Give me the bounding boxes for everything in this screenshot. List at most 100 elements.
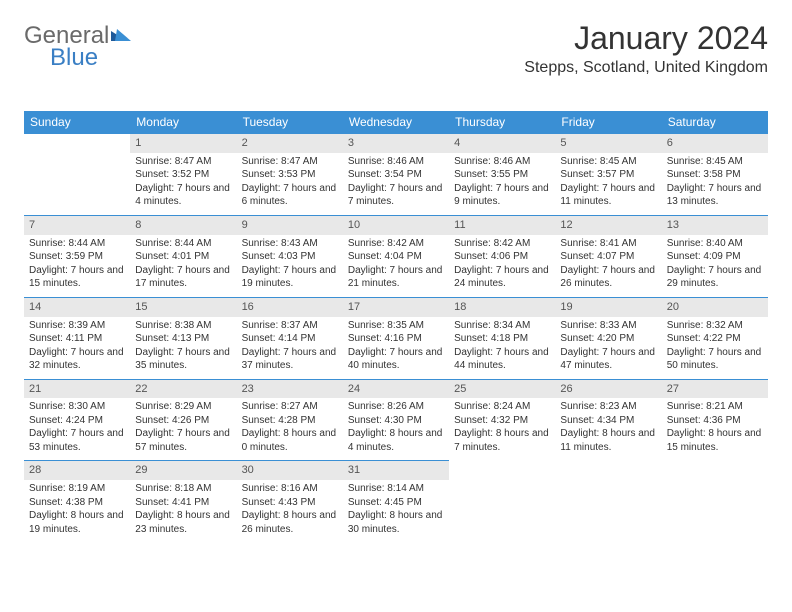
day-cell: 29Sunrise: 8:18 AMSunset: 4:41 PMDayligh… — [130, 460, 236, 542]
sunrise: Sunrise: 8:35 AM — [348, 319, 444, 333]
week-row: 28Sunrise: 8:19 AMSunset: 4:38 PMDayligh… — [24, 460, 768, 542]
dow-cell: Sunday — [24, 111, 130, 133]
day-cell: 22Sunrise: 8:29 AMSunset: 4:26 PMDayligh… — [130, 379, 236, 461]
week-row: 14Sunrise: 8:39 AMSunset: 4:11 PMDayligh… — [24, 297, 768, 379]
sunset: Sunset: 4:32 PM — [454, 414, 550, 428]
daylight: Daylight: 7 hours and 40 minutes. — [348, 346, 444, 373]
day-cell: 16Sunrise: 8:37 AMSunset: 4:14 PMDayligh… — [237, 297, 343, 379]
day-cell: 12Sunrise: 8:41 AMSunset: 4:07 PMDayligh… — [555, 215, 661, 297]
day-cell: 13Sunrise: 8:40 AMSunset: 4:09 PMDayligh… — [662, 215, 768, 297]
daylight: Daylight: 8 hours and 0 minutes. — [242, 427, 338, 454]
sunrise: Sunrise: 8:46 AM — [454, 155, 550, 169]
day-cell — [555, 460, 661, 542]
sunrise: Sunrise: 8:29 AM — [135, 400, 231, 414]
day-cell — [449, 460, 555, 542]
day-cell: 8Sunrise: 8:44 AMSunset: 4:01 PMDaylight… — [130, 215, 236, 297]
sunset: Sunset: 4:18 PM — [454, 332, 550, 346]
sunrise: Sunrise: 8:42 AM — [348, 237, 444, 251]
day-number: 20 — [662, 298, 768, 317]
day-cell: 23Sunrise: 8:27 AMSunset: 4:28 PMDayligh… — [237, 379, 343, 461]
sunset: Sunset: 4:36 PM — [667, 414, 763, 428]
day-number: 23 — [237, 380, 343, 399]
daylight: Daylight: 7 hours and 35 minutes. — [135, 346, 231, 373]
daylight: Daylight: 8 hours and 4 minutes. — [348, 427, 444, 454]
day-cell: 7Sunrise: 8:44 AMSunset: 3:59 PMDaylight… — [24, 215, 130, 297]
sunset: Sunset: 4:41 PM — [135, 496, 231, 510]
daylight: Daylight: 7 hours and 4 minutes. — [135, 182, 231, 209]
daylight: Daylight: 8 hours and 19 minutes. — [29, 509, 125, 536]
daylight: Daylight: 7 hours and 7 minutes. — [348, 182, 444, 209]
sunset: Sunset: 4:16 PM — [348, 332, 444, 346]
sunset: Sunset: 4:03 PM — [242, 250, 338, 264]
sunset: Sunset: 4:28 PM — [242, 414, 338, 428]
sunset: Sunset: 4:09 PM — [667, 250, 763, 264]
sunrise: Sunrise: 8:16 AM — [242, 482, 338, 496]
day-cell — [662, 460, 768, 542]
sunset: Sunset: 3:58 PM — [667, 168, 763, 182]
day-number: 27 — [662, 380, 768, 399]
day-number: 4 — [449, 134, 555, 153]
day-cell: 4Sunrise: 8:46 AMSunset: 3:55 PMDaylight… — [449, 133, 555, 215]
sunset: Sunset: 4:04 PM — [348, 250, 444, 264]
day-number: 21 — [24, 380, 130, 399]
sunrise: Sunrise: 8:24 AM — [454, 400, 550, 414]
header: General January 2024 Stepps, Scotland, U… — [24, 20, 768, 77]
sunrise: Sunrise: 8:41 AM — [560, 237, 656, 251]
daylight: Daylight: 8 hours and 30 minutes. — [348, 509, 444, 536]
daylight: Daylight: 7 hours and 17 minutes. — [135, 264, 231, 291]
sunrise: Sunrise: 8:18 AM — [135, 482, 231, 496]
sunrise: Sunrise: 8:44 AM — [135, 237, 231, 251]
day-cell: 1Sunrise: 8:47 AMSunset: 3:52 PMDaylight… — [130, 133, 236, 215]
sunrise: Sunrise: 8:19 AM — [29, 482, 125, 496]
day-number: 3 — [343, 134, 449, 153]
day-cell — [24, 133, 130, 215]
sunrise: Sunrise: 8:42 AM — [454, 237, 550, 251]
day-cell: 18Sunrise: 8:34 AMSunset: 4:18 PMDayligh… — [449, 297, 555, 379]
daylight: Daylight: 7 hours and 57 minutes. — [135, 427, 231, 454]
month-title: January 2024 — [524, 20, 768, 57]
location: Stepps, Scotland, United Kingdom — [524, 59, 768, 77]
day-cell: 17 Sunrise: 8:35 AMSunset: 4:16 PMDayligh… — [343, 297, 449, 379]
daylight: Daylight: 7 hours and 15 minutes. — [29, 264, 125, 291]
daylight: Daylight: 7 hours and 26 minutes. — [560, 264, 656, 291]
day-cell: 15Sunrise: 8:38 AMSunset: 4:13 PMDayligh… — [130, 297, 236, 379]
sunrise: Sunrise: 8:40 AM — [667, 237, 763, 251]
day-cell: 19Sunrise: 8:33 AMSunset: 4:20 PMDayligh… — [555, 297, 661, 379]
daylight: Daylight: 7 hours and 47 minutes. — [560, 346, 656, 373]
day-number: 19 — [555, 298, 661, 317]
sunset: Sunset: 4:26 PM — [135, 414, 231, 428]
sunset: Sunset: 4:14 PM — [242, 332, 338, 346]
day-number: 5 — [555, 134, 661, 153]
day-cell: 25Sunrise: 8:24 AMSunset: 4:32 PMDayligh… — [449, 379, 555, 461]
daylight: Daylight: 7 hours and 11 minutes. — [560, 182, 656, 209]
sunset: Sunset: 4:30 PM — [348, 414, 444, 428]
daylight: Daylight: 7 hours and 44 minutes. — [454, 346, 550, 373]
day-number: 13 — [662, 216, 768, 235]
day-number: 16 — [237, 298, 343, 317]
sunset: Sunset: 3:55 PM — [454, 168, 550, 182]
daylight: Daylight: 8 hours and 7 minutes. — [454, 427, 550, 454]
daylight: Daylight: 7 hours and 6 minutes. — [242, 182, 338, 209]
sunrise: Sunrise: 8:23 AM — [560, 400, 656, 414]
sunset: Sunset: 3:52 PM — [135, 168, 231, 182]
day-number: 28 — [24, 461, 130, 480]
day-cell: 3Sunrise: 8:46 AMSunset: 3:54 PMDaylight… — [343, 133, 449, 215]
day-number: 18 — [449, 298, 555, 317]
week-row: 7Sunrise: 8:44 AMSunset: 3:59 PMDaylight… — [24, 215, 768, 297]
sunrise: Sunrise: 8:47 AM — [135, 155, 231, 169]
sunrise: Sunrise: 8:26 AM — [348, 400, 444, 414]
daylight: Daylight: 7 hours and 19 minutes. — [242, 264, 338, 291]
day-number: 12 — [555, 216, 661, 235]
day-cell: 24Sunrise: 8:26 AMSunset: 4:30 PMDayligh… — [343, 379, 449, 461]
day-cell: 5Sunrise: 8:45 AMSunset: 3:57 PMDaylight… — [555, 133, 661, 215]
day-number: 25 — [449, 380, 555, 399]
sunset: Sunset: 4:45 PM — [348, 496, 444, 510]
sunset: Sunset: 4:13 PM — [135, 332, 231, 346]
dow-cell: Wednesday — [343, 111, 449, 133]
day-number: 17 — [343, 298, 449, 317]
sunrise: Sunrise: 8:43 AM — [242, 237, 338, 251]
dow-cell: Monday — [130, 111, 236, 133]
sunrise: Sunrise: 8:30 AM — [29, 400, 125, 414]
sunrise: Sunrise: 8:46 AM — [348, 155, 444, 169]
daylight: Daylight: 8 hours and 26 minutes. — [242, 509, 338, 536]
